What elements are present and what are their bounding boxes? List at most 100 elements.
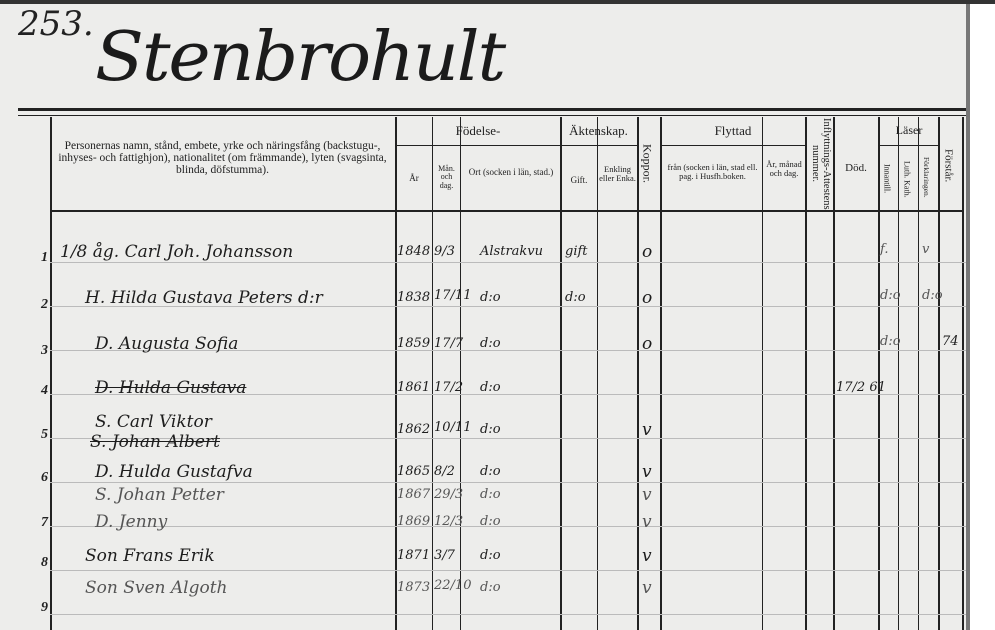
birth-date: 29/3 bbox=[434, 487, 464, 502]
row-number: 4 bbox=[41, 383, 48, 398]
row-number: 3 bbox=[41, 343, 48, 358]
birth-year: 1867 bbox=[397, 487, 431, 502]
person-name: D. Augusta Sofia bbox=[95, 334, 239, 354]
top-rule-thin bbox=[18, 115, 966, 116]
column-line bbox=[962, 117, 964, 630]
birth-date: 17/7 bbox=[434, 336, 464, 351]
birth-year: 1861 bbox=[397, 380, 431, 395]
column-line bbox=[597, 117, 598, 630]
person-name: S. Johan Petter bbox=[95, 485, 224, 505]
header-dod: Död. bbox=[845, 162, 867, 174]
header-forstar: Förstår. bbox=[942, 149, 955, 183]
header-fodelse: Födelse- bbox=[455, 123, 501, 138]
column-line bbox=[898, 117, 899, 630]
reads-innantill: f. bbox=[880, 242, 889, 257]
koppor-mark: v bbox=[642, 512, 652, 532]
koppor-mark: v bbox=[642, 420, 652, 440]
reads-forklaringen: d:o bbox=[922, 288, 943, 303]
marital-status: gift bbox=[565, 244, 588, 259]
birth-date: 17/11 bbox=[434, 288, 472, 303]
row-line bbox=[50, 262, 966, 263]
koppor-mark: o bbox=[642, 288, 653, 308]
scan-border bbox=[0, 0, 995, 4]
row-line bbox=[50, 394, 966, 395]
person-name: H. Hilda Gustava Peters d:r bbox=[85, 288, 323, 308]
header-koppor: Koppor. bbox=[640, 143, 655, 183]
header-enkling: Enkling eller Enka. bbox=[599, 164, 636, 183]
page-edge bbox=[966, 0, 970, 630]
person-name: Son Sven Algoth bbox=[85, 578, 228, 598]
person-name: 1/8 åg. Carl Joh. Johansson bbox=[60, 242, 294, 262]
top-rule bbox=[18, 108, 966, 111]
reads-innantill: d:o bbox=[880, 288, 901, 303]
row-number: 8 bbox=[41, 555, 48, 570]
header-subrule bbox=[878, 145, 939, 146]
birth-place: d:o bbox=[480, 290, 501, 305]
birth-place: d:o bbox=[480, 580, 501, 595]
person-name: D. Hulda Gustafva bbox=[95, 462, 253, 482]
header-flyttad: Flyttad bbox=[714, 123, 752, 138]
header-luth-kath: Luth. Kath. bbox=[902, 160, 912, 198]
row-number: 5 bbox=[41, 427, 48, 442]
row-line bbox=[50, 438, 966, 439]
birth-year: 1859 bbox=[397, 336, 431, 351]
row-line bbox=[50, 526, 966, 527]
person-name: D. Jenny bbox=[95, 512, 168, 532]
person-name-struck: S. Johan Albert bbox=[90, 432, 220, 452]
person-name: D. Hulda Gustava bbox=[95, 378, 247, 398]
birth-place: Alstrakvu bbox=[480, 244, 544, 259]
row-line bbox=[50, 350, 966, 351]
birth-date: 12/3 bbox=[434, 514, 464, 529]
header-forklaringen: Förklaringen. bbox=[921, 156, 931, 198]
birth-date: 3/7 bbox=[434, 548, 455, 563]
row-number: 7 bbox=[41, 515, 48, 530]
birth-place: d:o bbox=[480, 464, 501, 479]
birth-year: 1848 bbox=[397, 244, 431, 259]
header-subrule bbox=[395, 145, 638, 146]
column-line bbox=[833, 117, 835, 630]
birth-place: d:o bbox=[480, 422, 501, 437]
column-line bbox=[938, 117, 940, 630]
birth-place: d:o bbox=[480, 487, 501, 502]
birth-year: 1873 bbox=[397, 580, 431, 595]
birth-year: 1838 bbox=[397, 290, 431, 305]
death-date: 17/2 61 bbox=[836, 380, 886, 395]
row-line bbox=[50, 306, 966, 307]
birth-date: 9/3 bbox=[434, 244, 455, 259]
column-line bbox=[762, 117, 763, 630]
reads-innantill: d:o bbox=[880, 334, 901, 349]
reads-forklaringen: v bbox=[922, 242, 930, 257]
column-line bbox=[395, 117, 397, 630]
birth-place: d:o bbox=[480, 548, 501, 563]
header-laser: Läser bbox=[895, 123, 923, 137]
column-line bbox=[805, 117, 807, 630]
birth-year: 1871 bbox=[397, 548, 431, 563]
koppor-mark: v bbox=[642, 578, 652, 598]
birth-place: d:o bbox=[480, 336, 501, 351]
header-innantill: Innantill. bbox=[882, 164, 892, 194]
header-fran: från (socken i län, stad ell. pag. i Hus… bbox=[667, 162, 758, 181]
row-number: 9 bbox=[41, 600, 48, 615]
column-line bbox=[660, 117, 662, 630]
header-gift: Gift. bbox=[570, 175, 588, 185]
birth-date: 17/2 bbox=[434, 380, 464, 395]
column-line bbox=[560, 117, 562, 630]
birth-year: 1865 bbox=[397, 464, 431, 479]
birth-place: d:o bbox=[480, 514, 501, 529]
birth-place: d:o bbox=[480, 380, 501, 395]
header-man-dag: Mån. och dag. bbox=[438, 164, 455, 190]
header-aktenskap: Äktenskap. bbox=[569, 123, 628, 138]
parish-title: Stenbrohult bbox=[95, 18, 506, 97]
row-line bbox=[50, 570, 966, 571]
header-ar-manad: År, månad och dag. bbox=[766, 159, 802, 178]
header-ort: Ort (socken i län, stad.) bbox=[468, 167, 554, 177]
column-line bbox=[637, 117, 639, 630]
koppor-mark: o bbox=[642, 242, 653, 262]
header-bottom-rule bbox=[50, 210, 964, 212]
koppor-mark: v bbox=[642, 546, 652, 566]
header-ar: År bbox=[409, 173, 419, 183]
birth-date: 22/10 bbox=[434, 578, 472, 593]
column-line bbox=[460, 117, 461, 630]
person-name: S. Carl Viktor bbox=[95, 412, 212, 432]
birth-year: 1869 bbox=[397, 514, 431, 529]
